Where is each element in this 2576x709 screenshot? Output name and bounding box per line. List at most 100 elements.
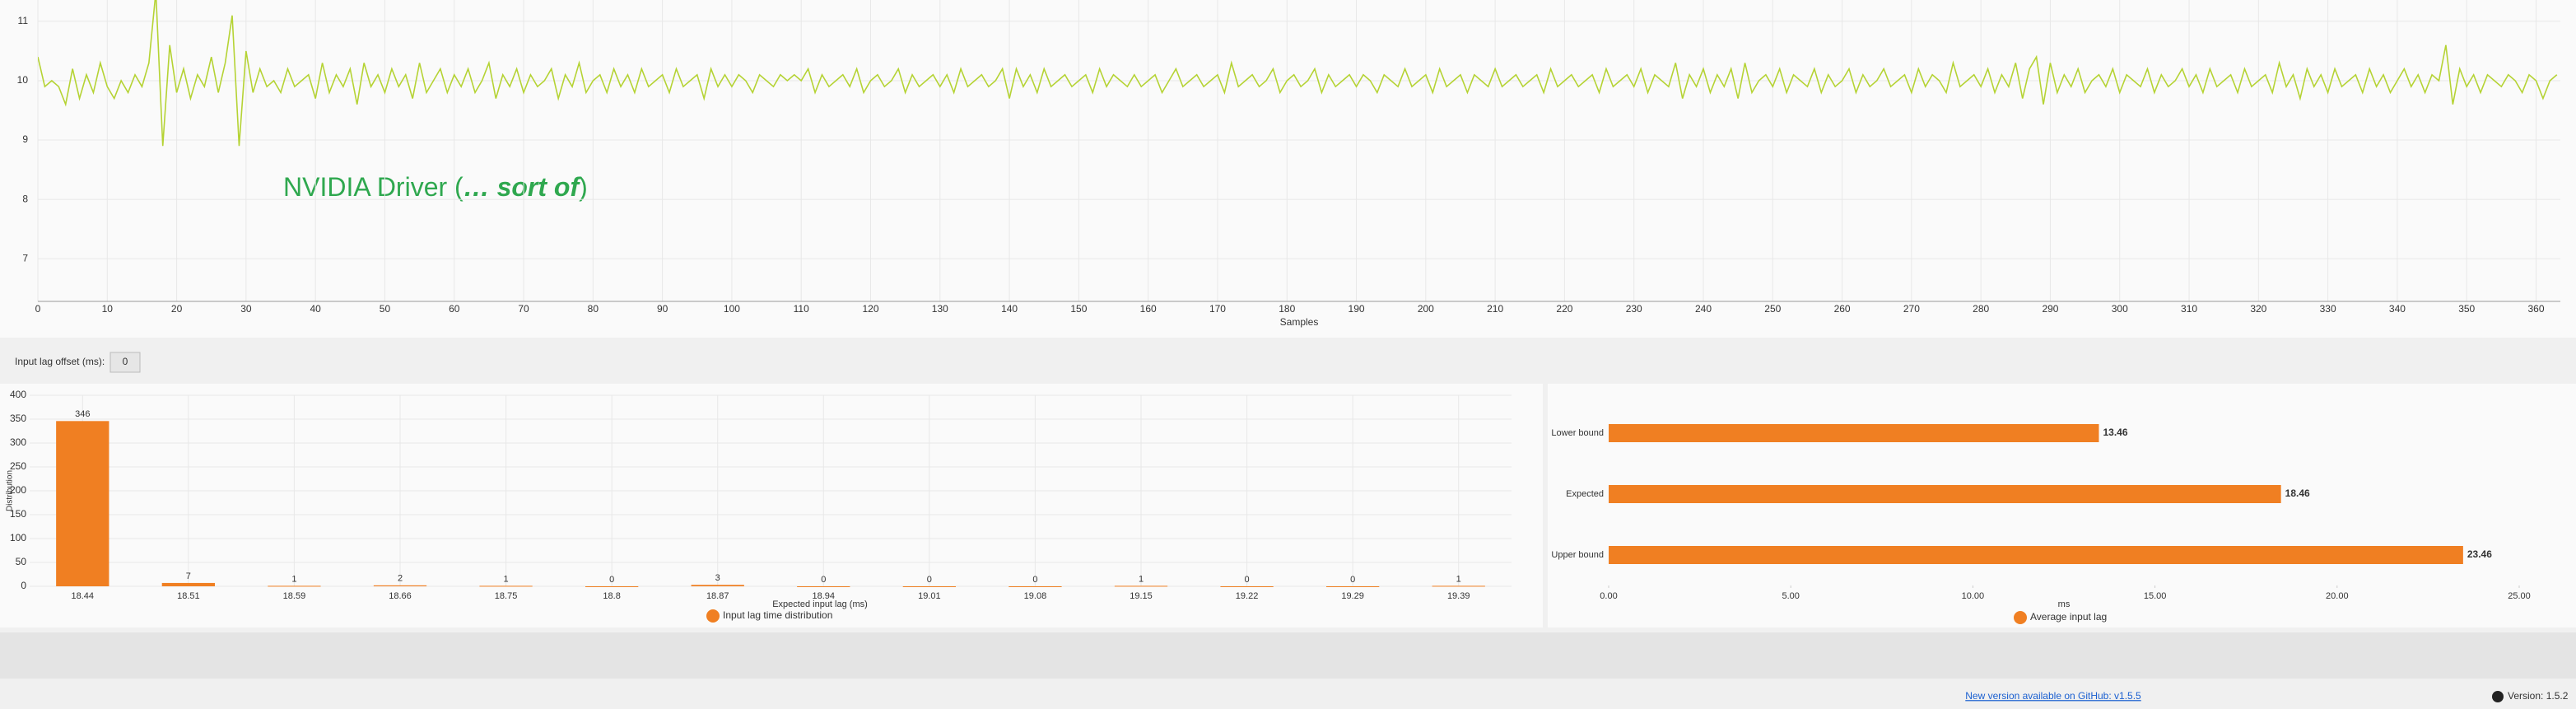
x-tick-label: 310: [2181, 303, 2197, 315]
empty-panel: [0, 632, 2576, 679]
x-axis-label: ms: [2058, 599, 2071, 609]
x-tick-label: 18.66: [389, 591, 412, 601]
y-tick-label: 11: [18, 15, 29, 26]
y-tick-label: 9: [22, 133, 28, 145]
x-tick-label: 25.00: [2508, 591, 2531, 601]
x-tick-label: 0: [35, 303, 41, 315]
bar: [1609, 485, 2281, 503]
y-tick-label: 200: [10, 484, 26, 496]
x-tick-label: 19.39: [1447, 591, 1470, 601]
value-label: 0: [1350, 575, 1355, 585]
y-tick-label: 300: [10, 436, 26, 448]
x-tick-label: 230: [1626, 303, 1642, 315]
annotation-part: … sort of: [463, 172, 582, 202]
value-label: 7: [186, 571, 191, 581]
x-tick-label: 19.22: [1236, 591, 1259, 601]
x-tick-label: 250: [1764, 303, 1781, 315]
offset-label: Input lag offset (ms):: [15, 356, 105, 367]
annotation-part: NVIDIA Driver (: [283, 172, 463, 202]
x-tick-label: 240: [1695, 303, 1712, 315]
x-tick-label: 140: [1001, 303, 1018, 315]
x-tick-label: 5.00: [1782, 591, 1799, 601]
value-label: 0: [927, 575, 932, 585]
x-tick-label: 100: [724, 303, 740, 315]
y-tick-label: 0: [21, 580, 26, 591]
value-label: 3: [715, 573, 720, 583]
bar: [373, 585, 427, 586]
y-tick-label: 150: [10, 508, 26, 520]
x-tick-label: 18.44: [72, 591, 95, 601]
value-label: 1: [1139, 574, 1144, 584]
x-tick-label: 18.51: [177, 591, 200, 601]
x-axis-label: Expected input lag (ms): [772, 599, 868, 609]
x-tick-label: 270: [1903, 303, 1920, 315]
x-tick-label: 18.94: [813, 591, 836, 601]
y-tick-label: Lower bound: [1551, 428, 1604, 438]
version-label: Version: 1.5.2: [2508, 690, 2569, 702]
update-link[interactable]: New version available on GitHub: v1.5.5: [1965, 690, 2141, 702]
y-tick-label: 400: [10, 389, 26, 400]
bar: [1220, 586, 1274, 587]
legend-label: Average input lag: [2030, 611, 2107, 623]
x-tick-label: 19.01: [918, 591, 941, 601]
value-label: 0: [821, 575, 826, 585]
value-label: 0: [1245, 575, 1250, 585]
x-tick-label: 190: [1349, 303, 1365, 315]
value-label: 0: [1032, 575, 1037, 585]
annotation-part: ): [579, 172, 588, 202]
bar: [1432, 585, 1485, 587]
y-tick-label: 100: [10, 532, 26, 543]
y-tick-label: Expected: [1566, 489, 1604, 499]
y-tick-label: 350: [10, 413, 26, 424]
x-tick-label: 0.00: [1600, 591, 1617, 601]
y-tick-label: 7: [22, 252, 28, 264]
bar: [479, 585, 533, 587]
legend-swatch: [2014, 611, 2027, 624]
bar: [1009, 586, 1062, 587]
x-tick-label: 60: [449, 303, 460, 315]
x-tick-label: 19.08: [1024, 591, 1047, 601]
bar: [1609, 546, 2463, 564]
value-label: 0: [609, 575, 614, 585]
x-tick-label: 50: [380, 303, 391, 315]
bar: [691, 585, 744, 586]
value-label: 13.46: [2103, 427, 2127, 438]
x-tick-label: 15.00: [2144, 591, 2167, 601]
data-line: [38, 0, 2558, 147]
y-tick-label: 250: [10, 460, 26, 472]
x-tick-label: 80: [588, 303, 599, 315]
bar: [1114, 585, 1168, 587]
bar: [1609, 424, 2099, 442]
value-label: 346: [75, 409, 90, 419]
x-tick-label: 90: [657, 303, 668, 315]
average-panel: [1548, 384, 2576, 627]
bar: [161, 582, 215, 586]
bar: [797, 586, 850, 587]
x-tick-label: 18.59: [283, 591, 306, 601]
x-tick-label: 20: [171, 303, 183, 315]
offset-input[interactable]: [109, 352, 141, 373]
y-tick-label: 50: [16, 556, 27, 567]
x-tick-label: 19.29: [1341, 591, 1364, 601]
bar: [585, 586, 639, 587]
x-tick-label: 110: [794, 303, 809, 315]
x-tick-label: 320: [2250, 303, 2266, 315]
x-tick-label: 10.00: [1962, 591, 1985, 601]
x-tick-label: 340: [2389, 303, 2406, 315]
x-tick-label: 10: [102, 303, 114, 315]
x-tick-label: 18.75: [495, 591, 518, 601]
x-tick-label: 120: [862, 303, 878, 315]
x-tick-label: 18.8: [603, 591, 620, 601]
offset-value[interactable]: 0: [123, 356, 128, 367]
y-tick-label: 8: [22, 193, 28, 204]
bar: [902, 586, 956, 587]
x-tick-label: 20.00: [2326, 591, 2349, 601]
legend-label: Input lag time distribution: [723, 609, 832, 621]
x-tick-label: 300: [2112, 303, 2128, 315]
y-tick-label: 10: [17, 74, 29, 86]
x-tick-label: 180: [1279, 303, 1295, 315]
legend-swatch: [706, 609, 720, 623]
x-tick-label: 220: [1556, 303, 1572, 315]
